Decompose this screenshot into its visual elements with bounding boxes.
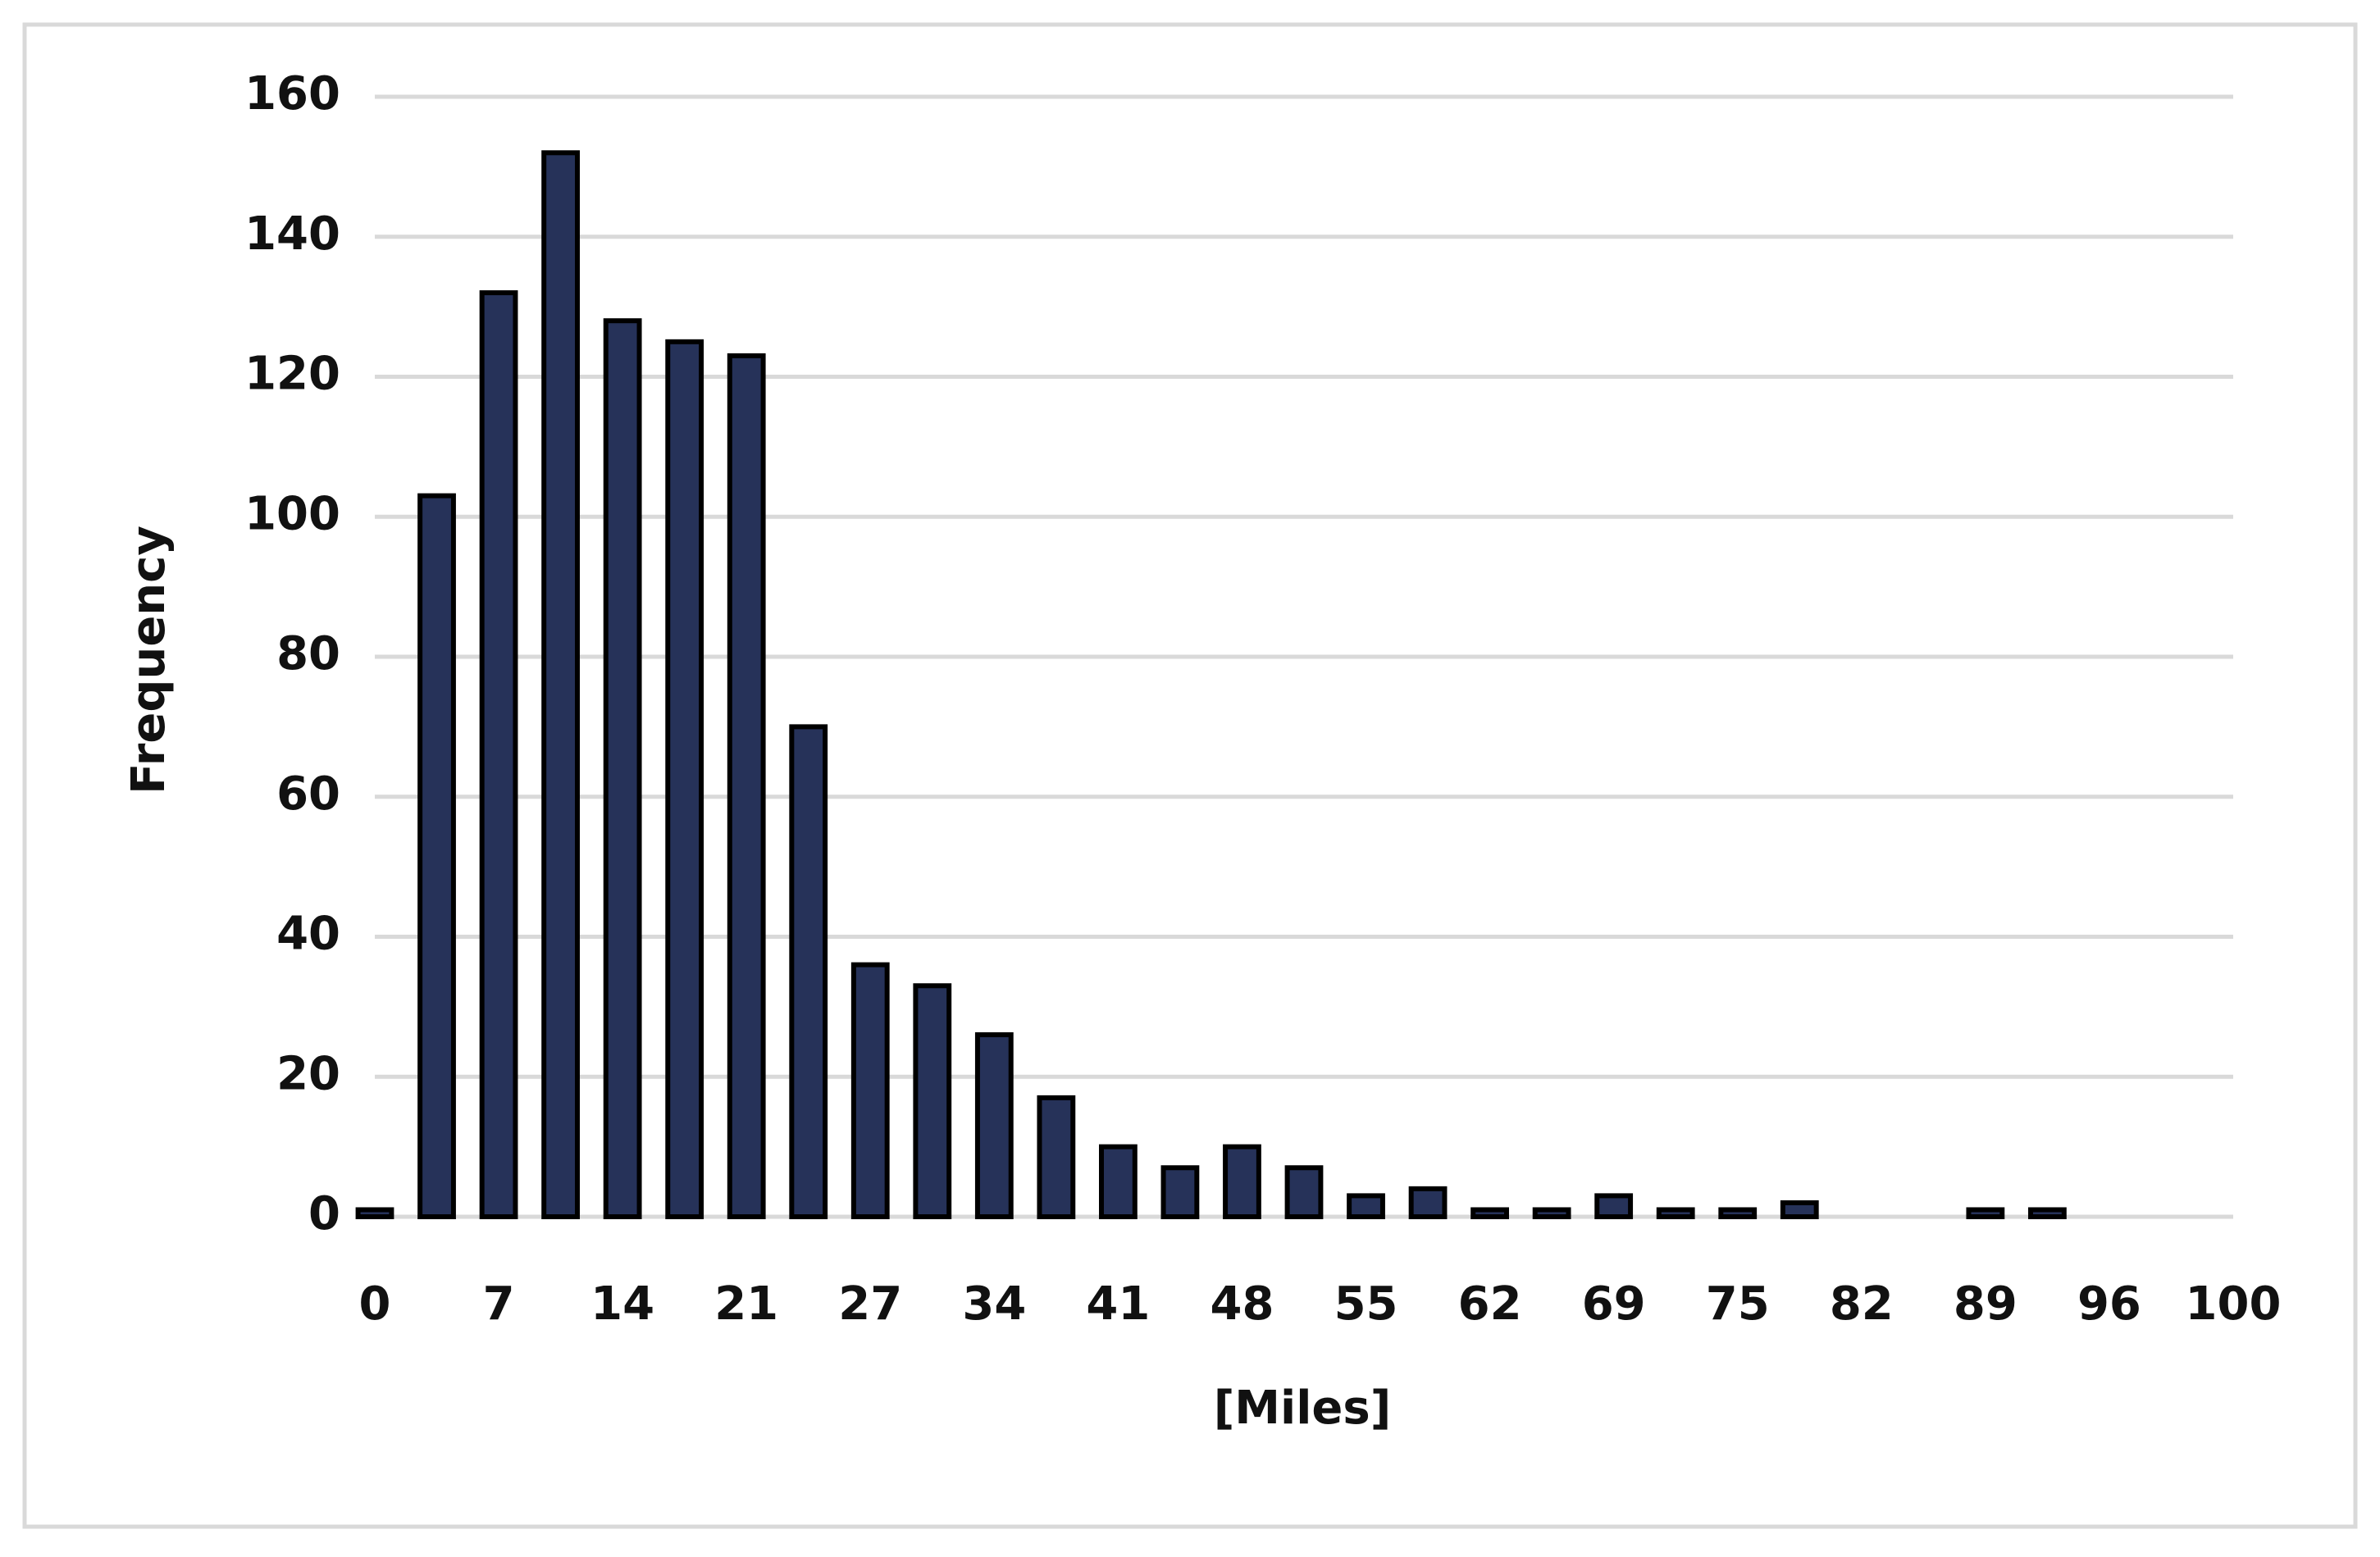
y-tick-label: 0: [308, 1187, 340, 1241]
bar: [603, 318, 642, 1220]
x-tick-label: 69: [1582, 1277, 1646, 1331]
y-tick-label: 160: [244, 67, 340, 121]
bar: [850, 962, 890, 1220]
x-tick-label: 0: [359, 1277, 391, 1331]
bar: [1594, 1193, 1634, 1219]
bar: [1718, 1207, 1758, 1220]
y-axis-title: Frequency: [122, 526, 176, 794]
x-axis-title: [Miles]: [1214, 1382, 1392, 1435]
bar: [2028, 1207, 2067, 1220]
bar: [727, 353, 766, 1220]
x-tick-label: 100: [2186, 1277, 2282, 1331]
bar: [541, 150, 580, 1219]
bar: [665, 339, 704, 1219]
bar: [1099, 1144, 1138, 1219]
bar: [974, 1032, 1014, 1220]
x-tick-label: 21: [714, 1277, 778, 1331]
x-tick-label: 14: [590, 1277, 654, 1331]
bar: [1408, 1186, 1448, 1219]
y-tick-label: 140: [244, 207, 340, 261]
bar: [1347, 1193, 1385, 1219]
bar: [1966, 1207, 2005, 1220]
x-tick-label: 34: [962, 1277, 1026, 1331]
y-tick-label: 60: [276, 767, 340, 821]
x-tick-label: 82: [1830, 1277, 1894, 1331]
x-tick-label: 55: [1334, 1277, 1398, 1331]
x-tick-label: 7: [483, 1277, 515, 1331]
bar: [789, 724, 828, 1219]
bar: [479, 290, 518, 1219]
chart-border: [22, 22, 2358, 1529]
bar: [1656, 1207, 1695, 1220]
bar: [1160, 1165, 1200, 1220]
x-tick-label: 48: [1210, 1277, 1274, 1331]
bar: [1037, 1095, 1076, 1220]
x-tick-label: 41: [1086, 1277, 1150, 1331]
y-tick-label: 80: [276, 627, 340, 681]
y-tick-label: 100: [244, 487, 340, 540]
x-tick-label: 75: [1706, 1277, 1770, 1331]
y-tick-label: 120: [244, 348, 340, 401]
x-tick-label: 27: [838, 1277, 902, 1331]
bar: [355, 1207, 394, 1220]
bar: [1532, 1207, 1571, 1220]
x-tick-label: 96: [2077, 1277, 2141, 1331]
x-tick-label: 89: [1954, 1277, 2018, 1331]
bar: [1470, 1207, 1509, 1220]
y-tick-label: 20: [276, 1047, 340, 1100]
bar: [417, 493, 456, 1219]
x-tick-label: 62: [1458, 1277, 1522, 1331]
bar: [1223, 1144, 1261, 1219]
bar: [1780, 1200, 1819, 1220]
bar: [1284, 1165, 1324, 1220]
y-tick-label: 40: [276, 908, 340, 961]
bar: [913, 983, 952, 1219]
